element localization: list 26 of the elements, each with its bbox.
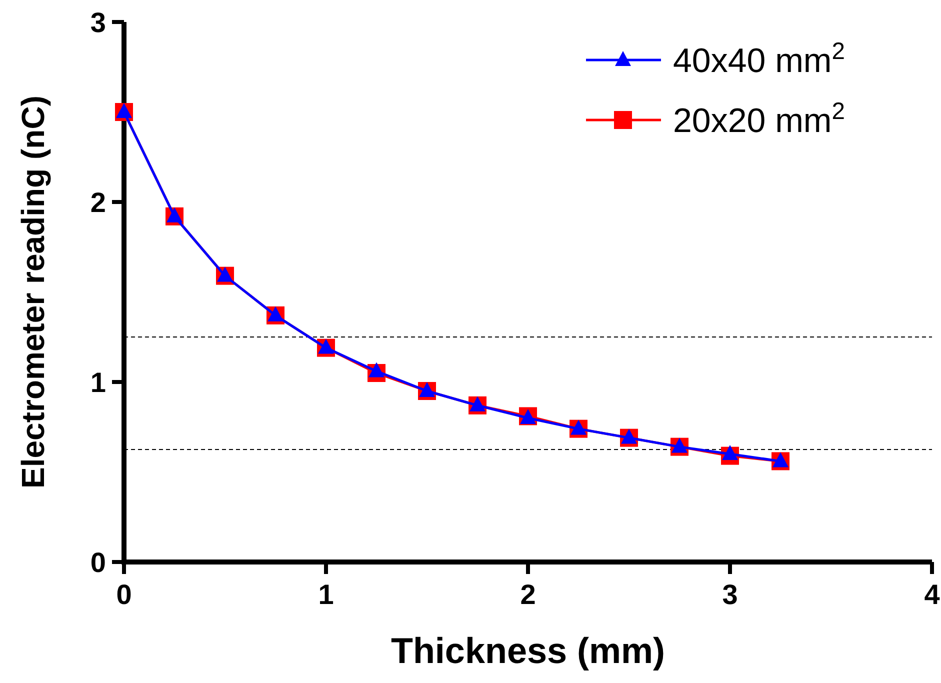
x-tick-label: 4 [924,579,940,610]
y-tick-label: 1 [90,367,106,398]
y-axis-title: Electrometer reading (nC) [15,96,51,488]
legend-label: 40x40 mm$^{2}$ [673,38,845,80]
x-tick-label: 3 [722,579,738,610]
x-tick-label: 1 [318,579,334,610]
point [570,420,586,435]
point [166,207,182,222]
point [470,396,486,412]
point [368,362,384,378]
point [116,103,132,118]
legend-label: 20x20 mm$^{2}$ [673,98,845,140]
y-tick-label: 3 [90,7,106,38]
point [419,382,435,397]
point [318,338,334,354]
point [268,306,284,322]
point [672,438,688,453]
point [217,266,233,282]
x-tick-label: 0 [116,579,132,610]
point [772,452,788,468]
x-tick-label: 2 [520,579,536,610]
y-tick-label: 2 [90,187,106,218]
y-tick-label: 0 [90,547,106,578]
point [621,428,637,444]
point [722,445,738,460]
x-axis-title: Thickness (mm) [390,630,666,671]
